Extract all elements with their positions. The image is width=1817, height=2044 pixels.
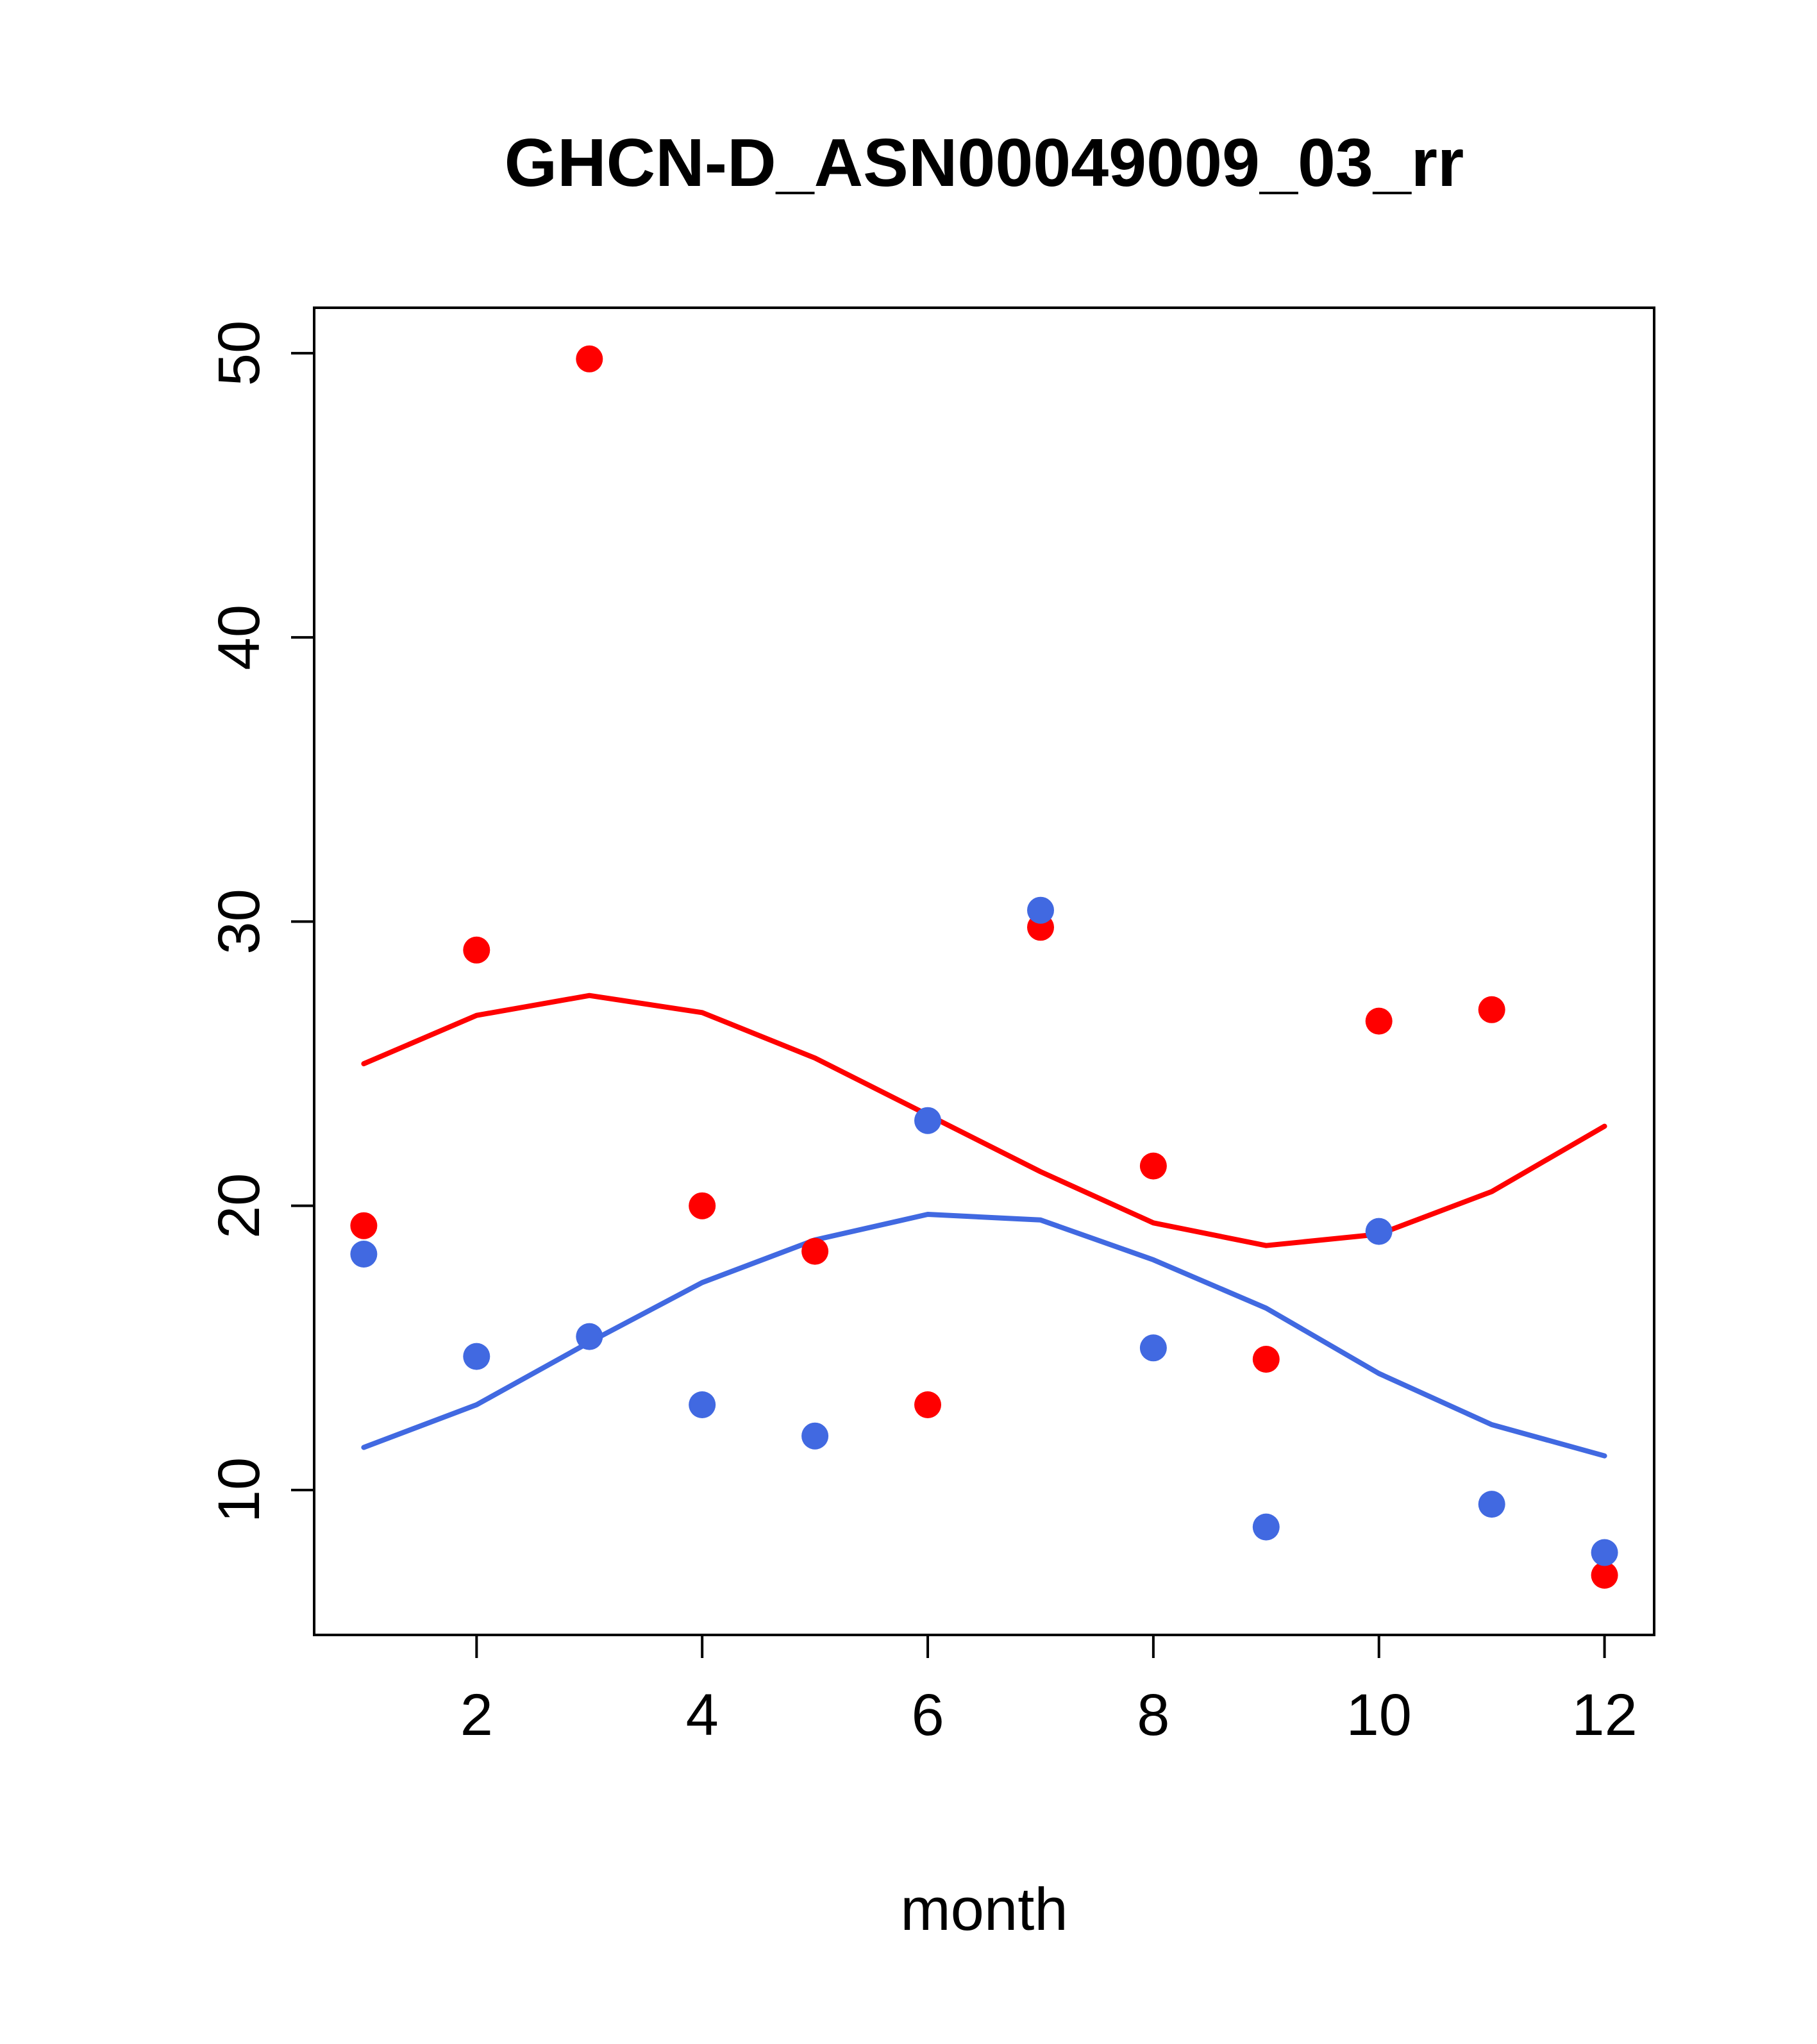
y-axis-ticks: 10 20 30 40 50 [206, 321, 314, 1523]
y-tick-label: 30 [206, 889, 272, 954]
red-points [350, 345, 1618, 1589]
chart-title: GHCN-D_ASN00049009_03_rr [505, 125, 1464, 201]
data-point [1478, 1491, 1505, 1518]
x-axis-title: month [900, 1875, 1068, 1943]
data-point [463, 936, 490, 964]
blue-points [350, 896, 1618, 1566]
data-point [1252, 1513, 1280, 1541]
data-point [576, 1323, 603, 1350]
plot-border [313, 306, 1655, 1636]
data-point [1591, 1561, 1618, 1589]
x-tick-label: 2 [460, 1682, 493, 1748]
data-point [576, 345, 603, 373]
data-point [1478, 996, 1505, 1023]
data-point [1027, 896, 1054, 924]
series-layer [350, 345, 1618, 1589]
data-point [801, 1422, 829, 1450]
data-point [914, 1391, 941, 1418]
y-tick-label: 20 [206, 1173, 272, 1239]
data-point [689, 1192, 716, 1219]
x-tick-label: 6 [911, 1682, 944, 1748]
data-point [1365, 1007, 1393, 1035]
data-point [801, 1237, 829, 1265]
x-tick-label: 4 [686, 1682, 719, 1748]
data-point [914, 1107, 941, 1134]
y-tick-label: 40 [206, 605, 272, 670]
x-tick-label: 8 [1137, 1682, 1169, 1748]
data-point [1591, 1539, 1618, 1566]
red-smooth-line [361, 993, 1607, 1248]
data-point [463, 1343, 490, 1370]
data-point [350, 1212, 378, 1239]
data-point [1139, 1152, 1167, 1180]
data-point [689, 1391, 716, 1418]
x-tick-label: 10 [1346, 1682, 1412, 1748]
x-tick-label: 12 [1571, 1682, 1637, 1748]
y-tick-label: 50 [206, 321, 272, 386]
x-axis-ticks: 2 4 6 8 10 12 [460, 1635, 1637, 1748]
data-point [350, 1241, 378, 1268]
data-point [1252, 1346, 1280, 1373]
blue-smooth-line [361, 1212, 1607, 1459]
y-tick-label: 10 [206, 1457, 272, 1523]
data-point [1365, 1218, 1393, 1245]
data-point [1139, 1334, 1167, 1362]
